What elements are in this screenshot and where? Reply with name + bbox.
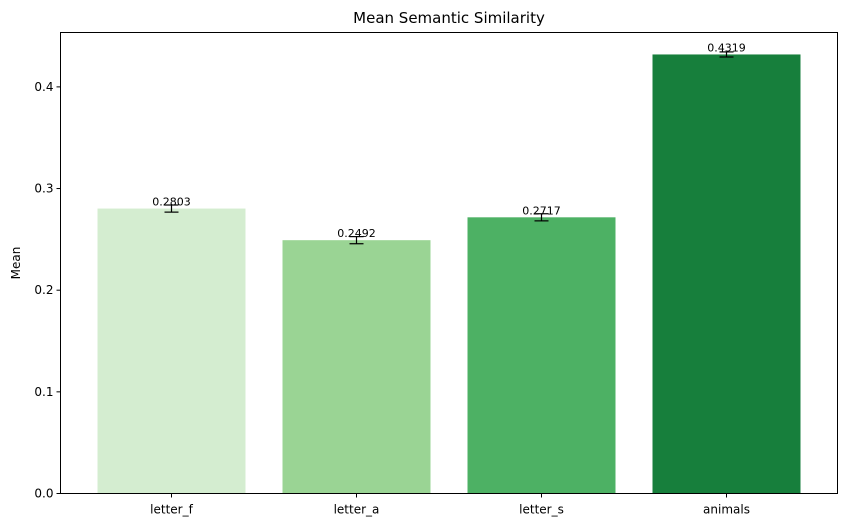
data-label: 0.2717 [522, 204, 561, 217]
y-tick-label: 0.0 [34, 487, 53, 501]
y-tick-label: 0.3 [34, 182, 53, 196]
error-bars-group [164, 51, 734, 245]
y-axis-label: Mean [9, 247, 23, 280]
x-tick-label: animals [703, 503, 750, 517]
bar [97, 208, 246, 494]
data-label: 0.4319 [707, 41, 746, 54]
x-axis: letter_f letter_a letter_s animals [150, 493, 750, 517]
x-tick-label: letter_f [150, 503, 193, 517]
bar [652, 54, 801, 494]
data-label: 0.2803 [152, 196, 191, 209]
y-tick-label: 0.4 [34, 80, 53, 94]
y-axis: 0.0 0.1 0.2 0.3 0.4 [34, 80, 61, 501]
plot-frame [60, 32, 838, 494]
chart-title: Mean Semantic Similarity [353, 9, 545, 27]
x-tick-label: letter_a [334, 503, 380, 517]
bar [282, 240, 431, 494]
y-tick-label: 0.1 [34, 385, 53, 399]
bar [467, 217, 616, 494]
x-tick-label: letter_s [519, 503, 564, 517]
data-label: 0.2492 [337, 227, 376, 240]
y-tick-label: 0.2 [34, 283, 53, 297]
bars-group [97, 54, 801, 494]
data-labels-group: 0.2803 0.2492 0.2717 0.4319 [152, 41, 746, 240]
